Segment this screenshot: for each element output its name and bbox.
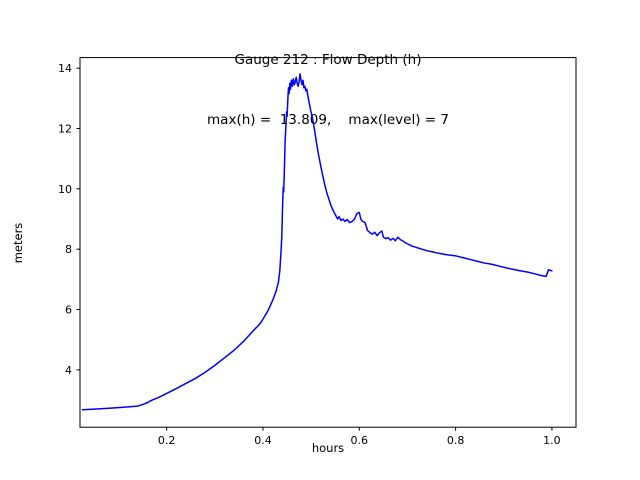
x-axis-label: hours xyxy=(311,441,345,455)
chart-title: Gauge 212 : Flow Depth (h) max(h) = 13.8… xyxy=(80,10,576,170)
x-tick-label: 0.8 xyxy=(447,434,465,447)
y-tick-label: 6 xyxy=(65,304,72,317)
x-tick-label: 1.0 xyxy=(543,434,561,447)
y-tick-label: 12 xyxy=(58,123,72,136)
x-tick-label: 0.2 xyxy=(158,434,176,447)
chart-title-line2: max(h) = 13.809, max(level) = 7 xyxy=(207,112,449,128)
y-tick-label: 14 xyxy=(58,62,72,75)
y-tick-label: 8 xyxy=(65,243,72,256)
x-tick-label: 0.4 xyxy=(254,434,272,447)
flow-depth-line xyxy=(81,73,553,411)
y-axis-label: meters xyxy=(11,222,25,264)
x-tick-label: 0.6 xyxy=(351,434,369,447)
y-tick-label: 4 xyxy=(65,364,72,377)
chart-title-line1: Gauge 212 : Flow Depth (h) xyxy=(234,52,422,68)
y-tick-label: 10 xyxy=(58,183,72,196)
axes-frame xyxy=(79,57,577,428)
